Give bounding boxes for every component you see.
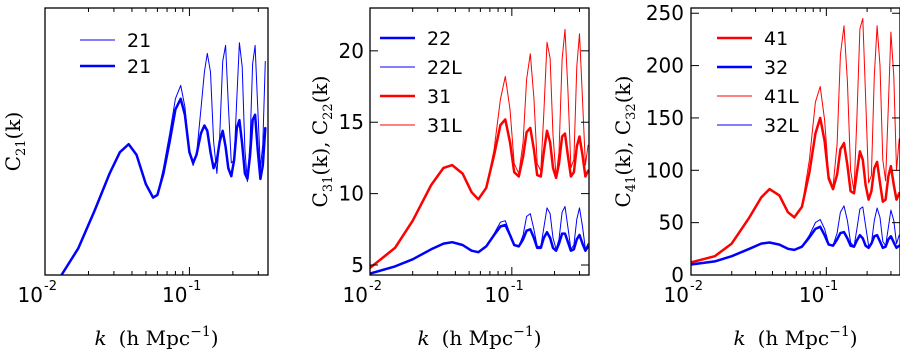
plot-frame [369, 7, 590, 276]
x-tick-label: 10 [799, 283, 824, 307]
legend-label: 22L [427, 57, 462, 79]
series-line-31l [370, 28, 589, 269]
legend-label: 21 [127, 56, 151, 78]
plot-frame [44, 7, 269, 276]
x-tick-label: 10 [162, 283, 187, 307]
x-tick-label: 10 [664, 283, 689, 307]
legend-label: 41 [764, 28, 788, 50]
x-tick-label: 10 [18, 283, 43, 307]
y-axis-label: C31(k), C22(k) [308, 76, 336, 208]
x-tick-exponent: -1 [825, 279, 838, 294]
series-line-31 [370, 118, 589, 270]
x-axis-label: k (h Mpc−1) [94, 324, 218, 350]
legend-label: 32 [764, 57, 788, 79]
y-tick-label: 200 [646, 54, 684, 78]
y-tick-label: 10 [339, 182, 364, 206]
y-tick-label: 150 [646, 106, 684, 130]
legend-label: 22 [427, 28, 451, 50]
legend-label: 41L [764, 86, 799, 108]
plot-frame [690, 7, 900, 276]
y-tick-label: 50 [659, 211, 684, 235]
series-line-32 [691, 225, 900, 266]
y-tick-label: 15 [339, 110, 364, 134]
y-tick-label: 0 [671, 263, 684, 287]
x-tick-exponent: -1 [188, 279, 201, 294]
x-axis-label: k (h Mpc−1) [733, 324, 857, 350]
y-tick-label: 20 [339, 39, 364, 63]
x-tick-exponent: -2 [44, 279, 57, 294]
legend-label: 32L [764, 115, 799, 137]
series-line-41l [691, 18, 900, 263]
legend-label: 31 [427, 86, 451, 108]
x-tick-label: 10 [343, 283, 368, 307]
x-tick-exponent: -1 [511, 279, 524, 294]
series-line-21 [60, 97, 267, 275]
y-tick-label: 100 [646, 158, 684, 182]
x-tick-exponent: -2 [690, 279, 703, 294]
series-line-41 [691, 116, 900, 264]
x-tick-label: 10 [484, 283, 509, 307]
series-line-22 [370, 223, 589, 275]
y-axis-label: C41(k), C32(k) [611, 76, 639, 208]
y-tick-label: 5 [351, 253, 364, 277]
y-tick-label: 250 [646, 1, 684, 25]
legend-label: 21 [127, 30, 151, 52]
x-tick-exponent: -2 [369, 279, 382, 294]
y-axis-label: C21(k) [1, 112, 29, 172]
x-axis-label: k (h Mpc−1) [417, 324, 541, 350]
legend-label: 31L [427, 115, 462, 137]
